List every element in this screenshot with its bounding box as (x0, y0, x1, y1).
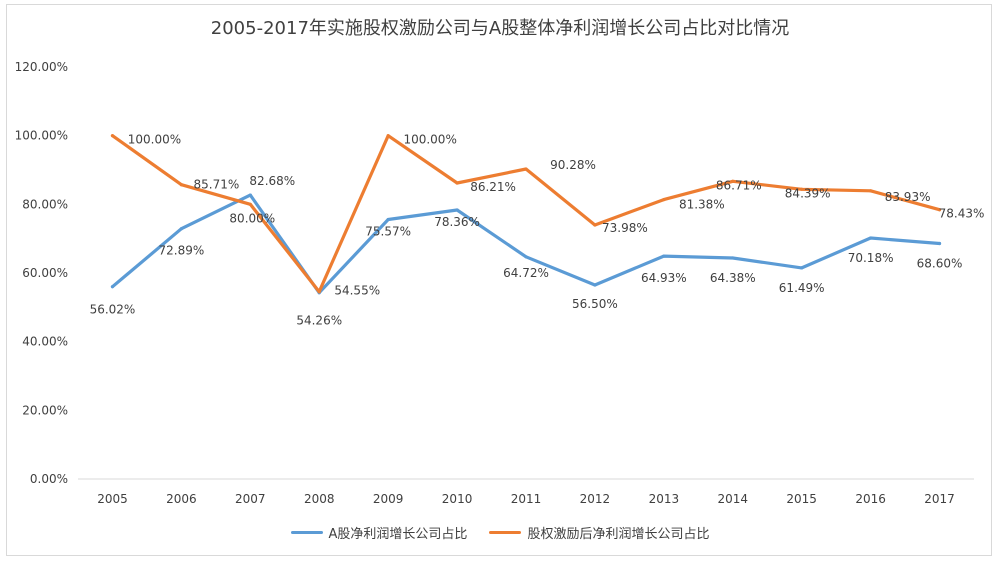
y-tick-label: 80.00% (22, 197, 68, 211)
data-label: 80.00% (229, 211, 275, 225)
data-point (662, 254, 666, 258)
x-tick-label: 2017 (924, 492, 955, 506)
data-label: 82.68% (249, 174, 295, 188)
data-point (179, 227, 183, 231)
data-label: 86.21% (470, 180, 516, 194)
data-label: 64.93% (641, 271, 687, 285)
data-point (386, 134, 390, 138)
legend-item-equity-incentive[interactable]: 股权激励后净利润增长公司占比 (489, 523, 709, 542)
data-point (731, 256, 735, 260)
data-point (524, 167, 528, 171)
legend-swatch-a-share (290, 531, 323, 534)
data-point (179, 183, 183, 187)
data-point (593, 283, 597, 287)
x-tick-label: 2010 (442, 492, 473, 506)
data-label: 64.38% (710, 271, 756, 285)
data-label: 84.39% (785, 186, 831, 200)
chart-frame (6, 4, 992, 556)
data-point (386, 217, 390, 222)
legend-label-a-share: A股净利润增长公司占比 (328, 527, 468, 542)
x-tick-label: 2007 (235, 492, 266, 506)
x-tick-label: 2014 (717, 492, 748, 506)
data-point (593, 223, 597, 227)
y-tick-label: 0.00% (30, 472, 68, 486)
data-label: 64.72% (503, 266, 549, 280)
data-label: 90.28% (550, 158, 596, 172)
data-label: 56.50% (572, 297, 618, 311)
x-tick-label: 2006 (166, 492, 197, 506)
data-label: 78.36% (434, 215, 480, 229)
data-point (248, 193, 252, 197)
data-label: 70.18% (848, 251, 894, 265)
data-label: 68.60% (917, 256, 963, 270)
data-label: 56.02% (90, 303, 136, 317)
x-tick-label: 2013 (649, 492, 680, 506)
data-point (869, 189, 873, 193)
y-tick-label: 40.00% (22, 335, 68, 349)
data-label: 85.71% (194, 178, 240, 192)
data-point (800, 187, 804, 191)
chart-title: 2005-2017年实施股权激励公司与A股整体净利润增长公司占比对比情况 (210, 18, 790, 39)
data-point (455, 181, 459, 185)
data-label: 78.43% (939, 207, 985, 221)
data-label: 54.26% (296, 314, 342, 328)
x-tick-label: 2011 (511, 492, 542, 506)
data-label: 75.57% (365, 225, 411, 239)
data-point (937, 241, 942, 246)
data-label: 54.55% (334, 284, 380, 298)
legend-swatch-equity-incentive (489, 531, 522, 534)
data-point (937, 208, 942, 212)
y-tick-label: 20.00% (22, 403, 68, 417)
y-tick-label: 120.00% (15, 60, 68, 74)
data-point (110, 134, 115, 138)
data-point (317, 290, 321, 294)
x-tick-label: 2008 (304, 492, 335, 506)
data-label: 61.49% (779, 281, 825, 295)
data-label: 81.38% (679, 198, 725, 212)
legend-label-equity-incentive: 股权激励后净利润增长公司占比 (527, 527, 710, 542)
data-label: 72.89% (159, 244, 205, 258)
legend: A股净利润增长公司占比 股权激励后净利润增长公司占比 (0, 523, 1000, 542)
data-point (869, 236, 873, 240)
y-tick-label: 100.00% (15, 129, 68, 143)
data-point (662, 197, 666, 202)
data-point (800, 266, 804, 270)
x-tick-label: 2005 (97, 492, 128, 506)
data-label: 83.93% (885, 190, 931, 204)
data-point (524, 255, 528, 259)
data-point (248, 202, 252, 206)
legend-item-a-share[interactable]: A股净利润增长公司占比 (290, 523, 468, 542)
data-label: 73.98% (602, 221, 648, 235)
data-point (731, 179, 735, 183)
x-tick-label: 2012 (580, 492, 611, 506)
x-tick-label: 2009 (373, 492, 404, 506)
y-tick-label: 60.00% (22, 266, 68, 280)
data-label: 86.71% (716, 178, 762, 192)
data-point (455, 208, 459, 212)
x-tick-label: 2016 (855, 492, 886, 506)
x-tick-label: 2015 (786, 492, 817, 506)
data-label: 100.00% (403, 133, 456, 147)
data-label: 100.00% (128, 133, 181, 147)
data-point (110, 285, 115, 289)
